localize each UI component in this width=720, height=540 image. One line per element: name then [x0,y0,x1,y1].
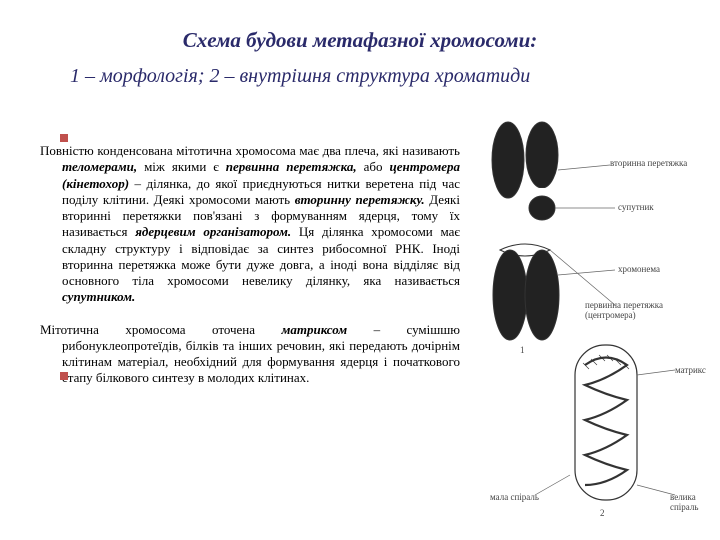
label-secondary-constriction: вторинна перетяжка [610,158,687,168]
term-matrix: матриксом [281,322,347,337]
label-matrix: матрикс [675,365,706,375]
label-primary-constriction: первинна перетяжка (центромера) [585,300,695,320]
paragraph-2: Мітотична хромосома оточена матриксом – … [40,322,460,387]
bullet-icon [60,372,68,380]
chromosome-2 [535,345,675,500]
p1-a: між якими є [137,159,226,174]
term-telomere: теломерами, [62,159,137,174]
paragraph-1: Повністю конденсована мітотична хромосом… [40,143,460,306]
p1-b: або [357,159,390,174]
term-satellite: супутником. [62,289,135,304]
chromosome-diagram: вторинна перетяжка супутник хромонема пе… [470,110,700,520]
p2-open: Мітотична хромосома оточена [40,322,281,337]
page-title: Схема будови метафазної хромосоми: [0,0,720,53]
term-nucleolar-organizer: ядерцевим організатором. [135,224,291,239]
p1-open: Повністю конденсована мітотична хромосом… [40,143,460,158]
label-number-2: 2 [600,508,605,518]
content-area: Повністю конденсована мітотична хромосом… [40,130,460,403]
bullet-icon [60,134,68,142]
term-secondary-constriction: вторинну перетяжку. [295,192,425,207]
label-small-spiral: мала спіраль [490,492,539,502]
label-number-1: 1 [520,345,525,355]
term-primary-constriction: первинна перетяжка, [226,159,357,174]
page-subtitle: 1 – морфологія; 2 – внутрішня структура … [0,53,720,88]
label-satellite: супутник [618,202,654,212]
label-chromonema: хромонема [618,264,660,274]
label-big-spiral: велика спіраль [670,492,700,512]
